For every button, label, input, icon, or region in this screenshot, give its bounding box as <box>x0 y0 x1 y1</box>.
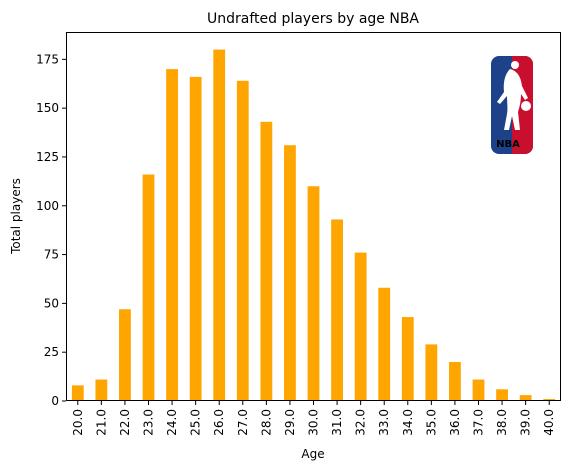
x-tick-label: 40.0 <box>542 409 556 436</box>
bar-26.0 <box>213 49 226 401</box>
bar-21.0 <box>95 379 108 401</box>
bar-31.0 <box>331 219 343 401</box>
x-tick-label: 26.0 <box>212 409 226 436</box>
bar-39.0 <box>519 395 532 401</box>
y-tick-label: 25 <box>44 345 59 359</box>
bar-29.0 <box>284 145 296 401</box>
bar-30.0 <box>307 186 320 401</box>
x-tick-label: 39.0 <box>519 409 533 436</box>
x-tick-label: 22.0 <box>118 409 132 436</box>
bar-35.0 <box>425 344 438 401</box>
y-tick-label: 75 <box>44 248 59 262</box>
y-tick-label: 0 <box>51 394 59 408</box>
logo-player-silhouette <box>497 61 531 130</box>
x-tick-label: 30.0 <box>307 409 321 436</box>
chart-title: Undrafted players by age NBA <box>207 11 419 27</box>
axes-frame <box>66 32 561 401</box>
x-tick-label: 32.0 <box>354 409 368 436</box>
bar-33.0 <box>378 287 391 401</box>
bar-24.0 <box>166 69 178 401</box>
logo-text: NBA <box>496 139 520 150</box>
bar-20.0 <box>71 385 84 401</box>
x-tick-label: 27.0 <box>236 409 250 436</box>
y-axis-ticks: 0 25 50 75 100 125 150 175 <box>36 52 66 408</box>
x-tick-label: 20.0 <box>71 409 85 436</box>
bars-group <box>71 49 556 402</box>
y-tick-label: 175 <box>36 52 59 66</box>
bar-25.0 <box>189 76 202 402</box>
nba-logo-icon: NBA <box>491 56 533 154</box>
bar-23.0 <box>142 174 155 401</box>
bar-28.0 <box>260 121 273 401</box>
x-tick-label: 35.0 <box>424 409 438 436</box>
bar-38.0 <box>496 389 508 401</box>
y-axis-label: Total players <box>9 178 23 255</box>
bar-34.0 <box>401 317 414 401</box>
x-axis-label: Age <box>301 447 324 461</box>
bar-36.0 <box>449 361 461 401</box>
bar-37.0 <box>472 379 485 401</box>
y-tick-label: 50 <box>44 296 59 310</box>
x-tick-label: 38.0 <box>495 409 509 436</box>
x-axis-ticks: 20.0 21.0 22.0 23.0 24.0 25.0 26.0 27.0 28.0 29.0… <box>71 401 556 436</box>
x-tick-label: 31.0 <box>330 409 344 436</box>
y-tick-label: 100 <box>36 199 59 213</box>
x-tick-label: 36.0 <box>448 409 462 436</box>
x-tick-label: 24.0 <box>165 409 179 436</box>
bar-32.0 <box>354 252 367 401</box>
bar-27.0 <box>236 80 249 401</box>
x-tick-label: 23.0 <box>142 409 156 436</box>
x-tick-label: 25.0 <box>189 409 203 436</box>
x-tick-label: 33.0 <box>377 409 391 436</box>
bar-22.0 <box>119 309 131 401</box>
x-tick-label: 21.0 <box>94 409 108 436</box>
y-tick-label: 150 <box>36 101 59 115</box>
x-tick-label: 37.0 <box>472 409 486 436</box>
x-tick-label: 34.0 <box>401 409 415 436</box>
y-tick-label: 125 <box>36 150 59 164</box>
x-tick-label: 29.0 <box>283 409 297 436</box>
x-tick-label: 28.0 <box>259 409 273 436</box>
